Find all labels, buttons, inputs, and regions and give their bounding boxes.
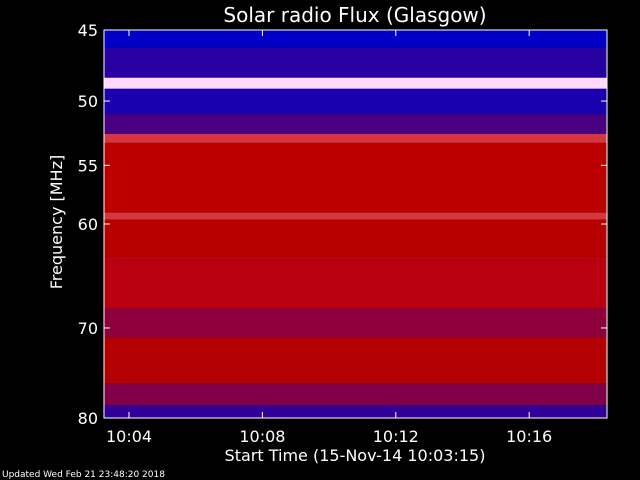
frequency-band-9 xyxy=(104,256,607,309)
x-tick-label: 10:12 xyxy=(373,427,419,446)
y-tick-label: 50 xyxy=(78,92,98,111)
frequency-band-12 xyxy=(104,383,607,406)
frequency-band-5 xyxy=(104,133,607,143)
x-axis: 10:04 10:08 10:12 10:16 xyxy=(106,30,552,446)
y-tick-label: 70 xyxy=(78,319,98,338)
frequency-band-11 xyxy=(104,337,607,384)
frequency-band-0 xyxy=(104,30,607,48)
frequency-band-8 xyxy=(104,219,607,257)
frequency-band-6 xyxy=(104,142,607,213)
frequency-band-2 xyxy=(104,77,607,89)
frequency-band-7 xyxy=(104,212,607,220)
y-axis-label: Frequency [MHz] xyxy=(47,155,66,289)
x-tick-label: 10:04 xyxy=(106,427,152,446)
frequency-band-3 xyxy=(104,88,607,115)
plot-area xyxy=(103,29,608,419)
x-tick-label: 10:08 xyxy=(239,427,285,446)
x-tick-label: 10:16 xyxy=(506,427,552,446)
y-axis: 45 50 55 60 70 80 xyxy=(78,21,607,428)
frequency-band-1 xyxy=(104,47,607,78)
frequency-band-13 xyxy=(104,405,607,418)
frequency-band-4 xyxy=(104,114,607,134)
y-tick-label: 55 xyxy=(78,156,98,175)
frequency-band-10 xyxy=(104,308,607,338)
y-tick-label: 80 xyxy=(78,409,98,428)
x-axis-label: Start Time (15-Nov-14 10:03:15) xyxy=(225,446,486,465)
chart-title: Solar radio Flux (Glasgow) xyxy=(223,3,486,27)
y-tick-label: 60 xyxy=(78,215,98,234)
updated-timestamp: Updated Wed Feb 21 23:48:20 2018 xyxy=(2,470,165,480)
y-tick-label: 45 xyxy=(78,21,98,40)
